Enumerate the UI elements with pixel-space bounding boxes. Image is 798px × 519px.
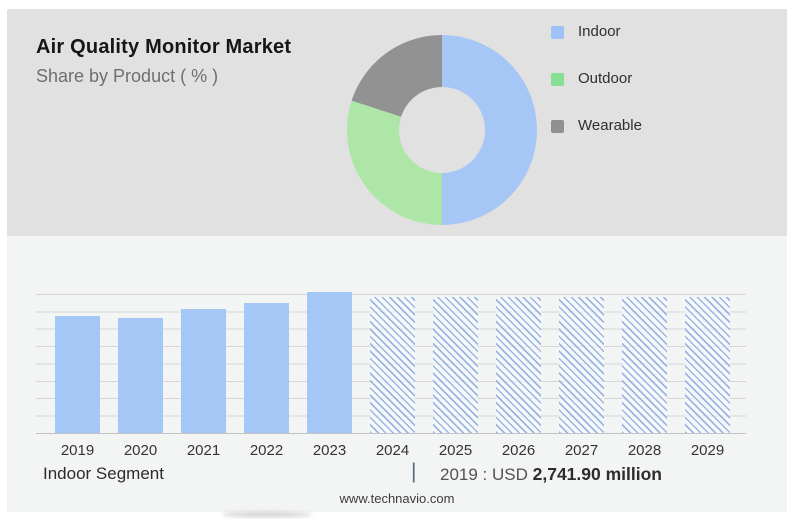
bar-2019 [55,316,100,433]
legend-item-indoor: Indoor [551,23,642,40]
forecast-bar-2026 [496,297,541,433]
footer-separator-icon: | [411,460,417,483]
website-text: www.technavio.com [339,491,455,506]
bar-2022 [244,303,289,433]
legend-item-wearable: Wearable [551,117,642,134]
chart-panel: 2019 2020 2021 2022 2023 2024 2025 2026 2027 2028… [7,236,787,512]
title-block: Air Quality Monitor Market Share by Prod… [36,35,291,87]
bar-column-2019: 2019 [55,294,100,459]
year-label-2029: 2029 [690,442,725,459]
page-subtitle: Share by Product ( % ) [36,66,219,86]
bar-column-2021: 2021 [181,294,226,459]
forecast-bar-2029 [685,297,730,433]
segment-value: 2019 : USD 2,741.90 million [440,464,662,485]
header-panel: Air Quality Monitor Market Share by Prod… [7,9,787,236]
year-label-2025: 2025 [438,442,473,459]
legend-label: Indoor [578,23,621,40]
value-prefix: 2019 : USD [440,465,528,484]
bar-column-2022: 2022 [244,294,289,459]
bar-column-2020: 2020 [118,294,163,459]
forecast-bar-2024 [370,297,415,433]
segment-label: Indoor Segment [43,464,164,483]
donut-legend: Indoor Outdoor Wearable [551,23,642,166]
year-label-2027: 2027 [564,442,599,459]
panel-shadow [222,512,312,517]
donut-chart [347,35,537,225]
year-label-2022: 2022 [249,442,284,459]
legend-label: Outdoor [578,70,633,87]
bar-column-2025: 2025 [433,294,478,459]
year-label-2020: 2020 [123,442,158,459]
value-bold: 2,741.90 million [532,464,662,484]
page-title: Air Quality Monitor Market [36,36,292,58]
forecast-bar-2025 [433,297,478,433]
legend-label: Wearable [578,117,642,134]
bar-2021 [181,309,226,433]
bar-column-2027: 2027 [559,294,604,459]
year-label-2026: 2026 [501,442,536,459]
year-label-2023: 2023 [312,442,347,459]
bar-column-2023: 2023 [307,292,352,459]
bar-column-2024: 2024 [370,294,415,459]
year-label-2024: 2024 [375,442,410,459]
bar-chart: 2019 2020 2021 2022 2023 2024 2025 2026 2027 2028… [36,292,746,459]
outdoor-swatch-icon [551,72,564,86]
legend-item-outdoor: Outdoor [551,70,642,87]
bar-column-2029: 2029 [685,294,730,459]
year-label-2021: 2021 [186,442,221,459]
bar-series: 2019 2020 2021 2022 2023 2024 2025 2026 2027 2028… [36,292,746,459]
year-label-2028: 2028 [627,442,662,459]
indoor-swatch-icon [551,25,564,39]
bar-column-2028: 2028 [622,294,667,459]
bar-2020 [118,318,163,433]
bar-column-2026: 2026 [496,294,541,459]
wearable-swatch-icon [551,119,564,133]
forecast-bar-2027 [559,297,604,433]
year-label-2019: 2019 [60,442,95,459]
forecast-bar-2028 [622,297,667,433]
bar-2023 [307,292,352,433]
